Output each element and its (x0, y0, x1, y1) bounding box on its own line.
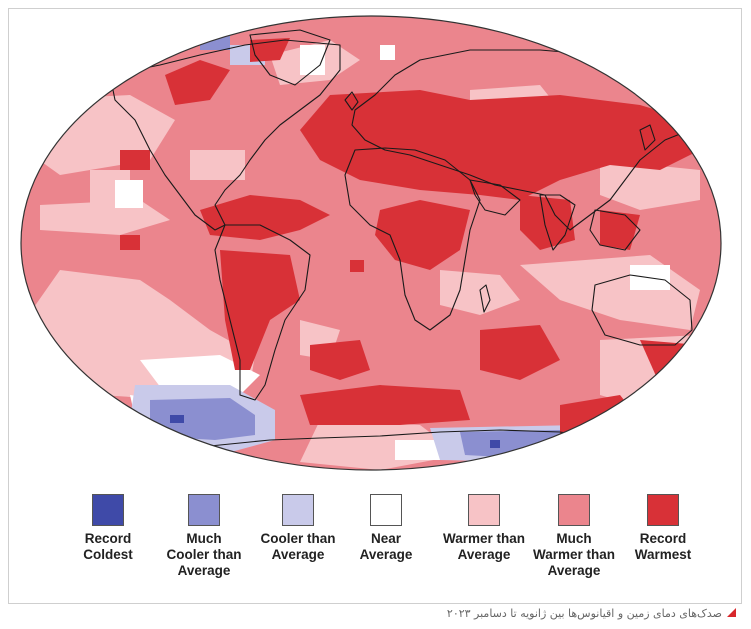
legend-label: Near Average (359, 531, 413, 562)
legend-swatch (188, 494, 220, 526)
legend-item-much-warmer: Much Warmer than Average (526, 494, 622, 579)
record-coldest-cells (170, 415, 500, 448)
legend-label: Record Coldest (83, 531, 133, 562)
caption-triangle-icon (727, 608, 736, 617)
africa-outline (344, 147, 481, 331)
map-border (20, 15, 722, 471)
legend-swatch (558, 494, 590, 526)
legend-item-much-cooler: Much Cooler than Average (156, 494, 252, 579)
legend-swatch (647, 494, 679, 526)
figure-caption: صدک‌های دمای زمین و اقیانوس‌ها بین ژانوی… (446, 607, 722, 620)
south-america-outline (214, 224, 311, 401)
legend-item-warmer: Warmer than Average (436, 494, 532, 563)
australia-outline (591, 274, 693, 346)
arabia-outline (469, 179, 521, 216)
record-warmest-cells (120, 38, 700, 440)
legend-label: Cooler than Average (260, 531, 336, 562)
legend-item-near-average: Near Average (338, 494, 434, 563)
legend-swatch (468, 494, 500, 526)
legend-swatch (92, 494, 124, 526)
legend-item-record-coldest: Record Coldest (60, 494, 156, 563)
legend-label: Record Warmest (634, 531, 692, 562)
legend-label: Much Warmer than Average (532, 531, 615, 578)
uk-outline (344, 91, 359, 111)
legend-item-cooler: Cooler than Average (250, 494, 346, 563)
madagascar-outline (479, 284, 491, 313)
se-asia-islands-outline (589, 209, 641, 251)
temperature-grid (21, 16, 721, 470)
greenland-outline (249, 29, 331, 86)
india-outline (539, 194, 576, 251)
legend-swatch (370, 494, 402, 526)
world-temperature-map (20, 15, 722, 471)
legend-item-record-warmest: Record Warmest (615, 494, 711, 563)
new-zealand-outline (705, 339, 719, 367)
legend-label: Warmer than Average (442, 531, 525, 562)
north-america-outline (109, 39, 341, 231)
legend-label: Much Cooler than Average (166, 531, 242, 578)
caption-row: صدک‌های دمای زمین و اقیانوس‌ها بین ژانوی… (8, 604, 742, 624)
japan-outline (639, 124, 656, 151)
legend-swatch (282, 494, 314, 526)
eurasia-outline (351, 49, 706, 231)
